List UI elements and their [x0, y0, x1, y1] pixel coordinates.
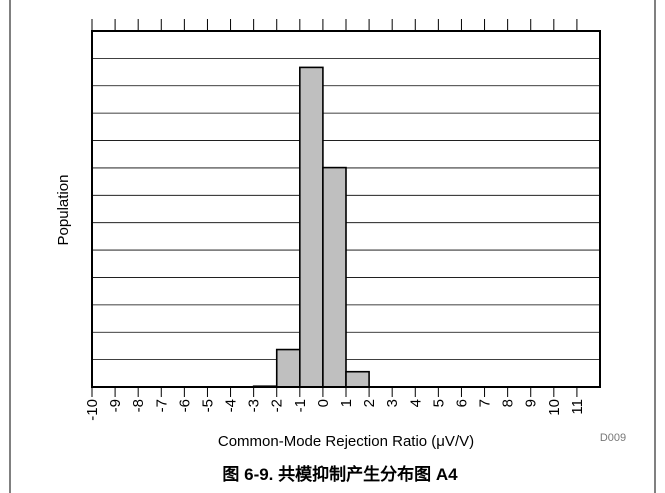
x-tick-label: -4 [223, 399, 240, 412]
x-tick-label: -10 [84, 399, 101, 421]
bars [252, 66, 370, 388]
x-tick-label: -9 [107, 399, 124, 412]
tick-labels: -10 -9 -8 -7 -6 -5 -4 -3 -2 -1 0 1 2 3 4 5 6 7 8 9 10 11 [84, 399, 586, 421]
x-tick-label: 7 [477, 399, 494, 407]
x-tick-label: -7 [153, 399, 170, 412]
x-tick-label: -1 [292, 399, 309, 412]
ticks [91, 19, 578, 397]
figure-caption: 图 6-9. 共模抑制产生分布图 A4 [222, 464, 458, 484]
x-tick-label: -3 [246, 399, 263, 412]
x-tick-label: 6 [453, 399, 470, 407]
x-axis-label: Common-Mode Rejection Ratio (μV/V) [218, 433, 474, 450]
x-tick-label: -5 [199, 399, 216, 412]
y-axis-label: Population [55, 175, 72, 246]
x-tick-label: 10 [546, 399, 563, 416]
x-tick-label: 9 [523, 399, 540, 407]
x-tick-label: 4 [407, 399, 424, 407]
histogram-bar [275, 348, 301, 388]
x-tick-label: 3 [384, 399, 401, 407]
figure-code: D009 [600, 432, 626, 444]
x-tick-label: -8 [130, 399, 147, 412]
histogram-bar [322, 166, 347, 388]
x-tick-label: 8 [500, 399, 517, 407]
x-tick-label: -2 [269, 399, 286, 412]
x-tick-label: 0 [315, 399, 332, 407]
x-tick-label: 1 [338, 399, 355, 407]
x-tick-label: 2 [361, 399, 378, 407]
x-tick-label: -6 [176, 399, 193, 412]
x-tick-label: 11 [569, 399, 586, 415]
histogram-bar [299, 66, 324, 388]
x-tick-label: 5 [430, 399, 447, 407]
histogram-bar [345, 370, 370, 388]
